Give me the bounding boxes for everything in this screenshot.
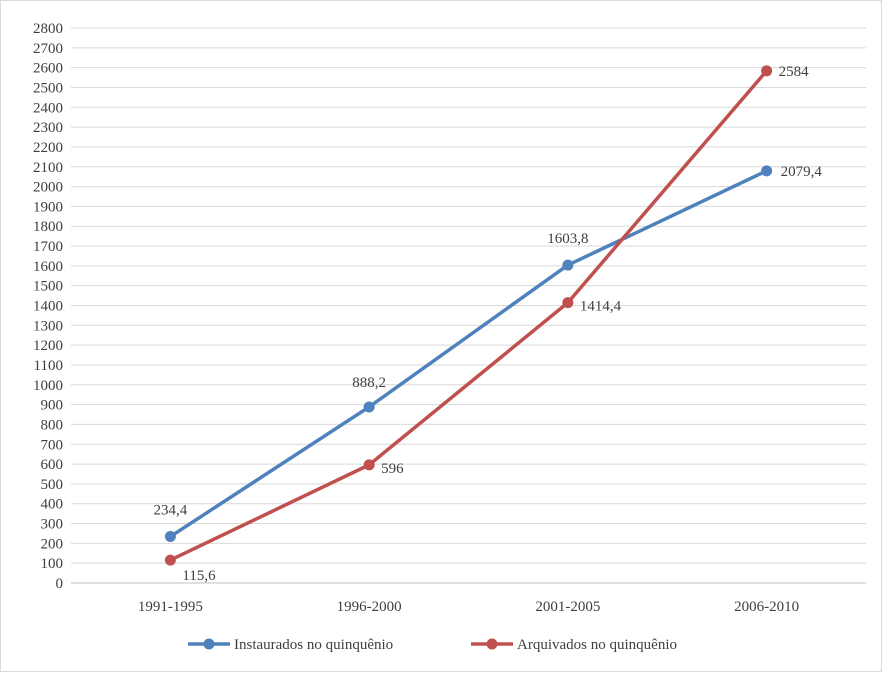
data-point: [562, 297, 574, 309]
y-tick-label: 900: [41, 398, 64, 414]
data-point: [164, 531, 176, 543]
y-tick-label: 1800: [33, 219, 63, 235]
data-point: [363, 459, 375, 471]
legend-label: Arquivados no quinquênio: [517, 637, 677, 653]
legend-label: Instaurados no quinquênio: [234, 637, 393, 653]
x-tick-label: 1996-2000: [337, 599, 402, 615]
data-label: 2584: [779, 64, 810, 80]
data-label: 234,4: [154, 503, 188, 519]
y-tick-label: 2400: [33, 100, 63, 116]
gridlines: [71, 27, 866, 584]
y-tick-label: 2300: [33, 120, 63, 136]
y-tick-label: 400: [41, 497, 64, 513]
data-label: 115,6: [182, 568, 216, 584]
y-tick-label: 700: [41, 437, 64, 453]
data-point: [761, 65, 773, 77]
y-tick-label: 200: [41, 536, 64, 552]
data-label: 1603,8: [547, 231, 588, 247]
y-tick-label: 1600: [33, 259, 63, 275]
data-label: 2079,4: [781, 164, 823, 180]
series-line-0: [168, 169, 769, 539]
data-point: [562, 259, 574, 271]
y-tick-label: 1500: [33, 279, 63, 295]
y-tick-label: 1900: [33, 199, 63, 215]
y-tick-label: 2700: [33, 41, 63, 57]
legend-marker: [203, 638, 215, 650]
data-point: [164, 554, 176, 566]
data-point: [761, 165, 773, 177]
y-tick-label: 1300: [33, 318, 63, 334]
y-tick-label: 600: [41, 457, 64, 473]
data-label: 888,2: [352, 375, 386, 391]
y-axis: 0 100 200 300 400 500 600 700 800 900 1000 1100 1200…: [33, 21, 63, 592]
y-tick-label: 800: [41, 417, 64, 433]
y-tick-label: 1700: [33, 239, 63, 255]
data-labels: 234,4 888,2 1603,8 2079,4 115,6 596 1414,4 2584: [154, 64, 823, 584]
y-tick-label: 2100: [33, 160, 63, 176]
y-tick-label: 300: [41, 517, 64, 533]
x-tick-label: 1991-1995: [138, 599, 203, 615]
y-tick-label: 2000: [33, 180, 63, 196]
y-tick-label: 1000: [33, 378, 63, 394]
y-tick-label: 500: [41, 477, 64, 493]
x-tick-label: 2001-2005: [535, 599, 600, 615]
data-label: 1414,4: [580, 299, 622, 315]
data-point: [363, 401, 375, 413]
y-tick-label: 0: [56, 576, 64, 592]
series-group: [164, 65, 773, 566]
data-label: 596: [381, 461, 404, 477]
y-tick-label: 2500: [33, 80, 63, 96]
y-tick-label: 100: [41, 556, 64, 572]
series-line-1: [168, 69, 769, 562]
legend-marker: [486, 638, 498, 650]
y-tick-label: 2200: [33, 140, 63, 156]
x-tick-label: 2006-2010: [734, 599, 799, 615]
y-tick-label: 1400: [33, 299, 63, 315]
y-tick-label: 1200: [33, 338, 63, 354]
legend: Instaurados no quinquênio Arquivados no q…: [188, 637, 677, 653]
x-axis: 1991-1995 1996-2000 2001-2005 2006-2010: [138, 599, 799, 615]
y-tick-label: 1100: [34, 358, 63, 374]
y-tick-label: 2800: [33, 21, 63, 37]
y-tick-label: 2600: [33, 61, 63, 77]
